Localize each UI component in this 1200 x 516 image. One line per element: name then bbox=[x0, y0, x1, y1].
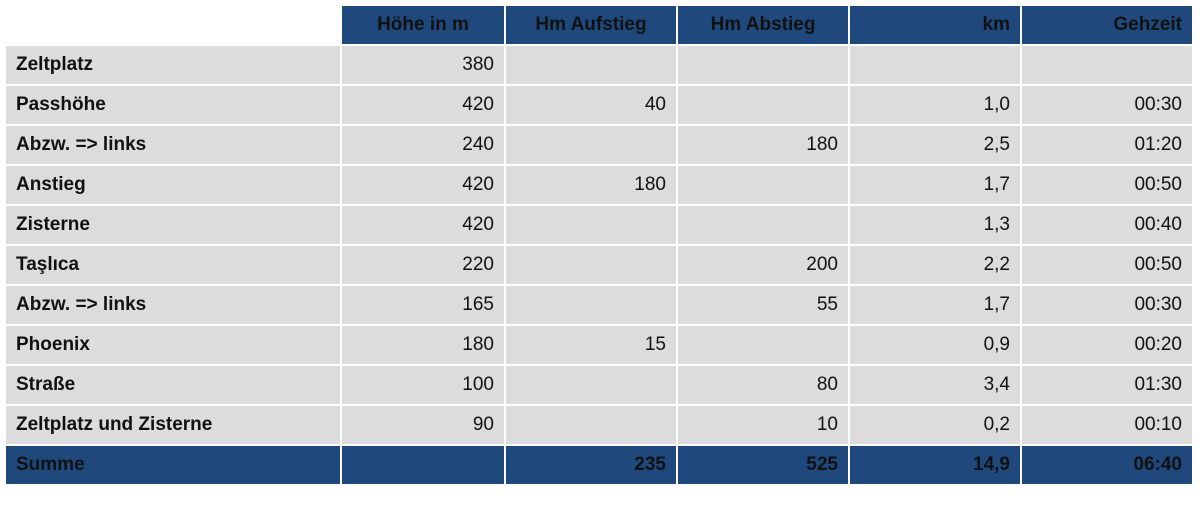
waypoint-name: Abzw. => links bbox=[6, 286, 340, 324]
km-cell: 0,9 bbox=[850, 326, 1020, 364]
header-km: km bbox=[850, 6, 1020, 44]
abstieg-cell: 55 bbox=[678, 286, 848, 324]
gehzeit-cell: 00:20 bbox=[1022, 326, 1192, 364]
abstieg-cell bbox=[678, 166, 848, 204]
sum-label: Summe bbox=[6, 446, 340, 484]
header-aufstieg: Hm Aufstieg bbox=[506, 6, 676, 44]
table-row: Abzw. => links 240 180 2,5 01:20 bbox=[6, 126, 1192, 164]
aufstieg-cell bbox=[506, 46, 676, 84]
abstieg-cell: 10 bbox=[678, 406, 848, 444]
aufstieg-cell: 15 bbox=[506, 326, 676, 364]
gehzeit-cell: 00:30 bbox=[1022, 286, 1192, 324]
abstieg-cell: 200 bbox=[678, 246, 848, 284]
aufstieg-cell bbox=[506, 246, 676, 284]
header-blank-cell bbox=[6, 6, 340, 44]
hoehe-cell: 220 bbox=[342, 246, 504, 284]
aufstieg-cell bbox=[506, 206, 676, 244]
aufstieg-cell: 180 bbox=[506, 166, 676, 204]
abstieg-cell bbox=[678, 326, 848, 364]
gehzeit-cell: 01:20 bbox=[1022, 126, 1192, 164]
hoehe-cell: 180 bbox=[342, 326, 504, 364]
hoehe-cell: 90 bbox=[342, 406, 504, 444]
aufstieg-cell bbox=[506, 366, 676, 404]
table-row: Phoenix 180 15 0,9 00:20 bbox=[6, 326, 1192, 364]
abstieg-cell bbox=[678, 86, 848, 124]
waypoint-name: Zisterne bbox=[6, 206, 340, 244]
gehzeit-cell: 00:50 bbox=[1022, 166, 1192, 204]
header-row: Höhe in m Hm Aufstieg Hm Abstieg km Gehz… bbox=[6, 6, 1192, 44]
waypoint-name: Anstieg bbox=[6, 166, 340, 204]
table-row: Abzw. => links 165 55 1,7 00:30 bbox=[6, 286, 1192, 324]
waypoint-name: Zeltplatz bbox=[6, 46, 340, 84]
km-cell: 2,5 bbox=[850, 126, 1020, 164]
header-hoehe: Höhe in m bbox=[342, 6, 504, 44]
hoehe-cell: 420 bbox=[342, 206, 504, 244]
aufstieg-cell bbox=[506, 406, 676, 444]
table-row: Passhöhe 420 40 1,0 00:30 bbox=[6, 86, 1192, 124]
km-cell: 3,4 bbox=[850, 366, 1020, 404]
km-cell: 1,3 bbox=[850, 206, 1020, 244]
sum-aufstieg: 235 bbox=[506, 446, 676, 484]
table-row: Taşlıca 220 200 2,2 00:50 bbox=[6, 246, 1192, 284]
waypoint-name: Phoenix bbox=[6, 326, 340, 364]
waypoint-name: Zeltplatz und Zisterne bbox=[6, 406, 340, 444]
hoehe-cell: 100 bbox=[342, 366, 504, 404]
gehzeit-cell: 01:30 bbox=[1022, 366, 1192, 404]
gehzeit-cell bbox=[1022, 46, 1192, 84]
hoehe-cell: 420 bbox=[342, 166, 504, 204]
abstieg-cell bbox=[678, 206, 848, 244]
km-cell: 1,7 bbox=[850, 286, 1020, 324]
table-row: Zisterne 420 1,3 00:40 bbox=[6, 206, 1192, 244]
abstieg-cell: 80 bbox=[678, 366, 848, 404]
gehzeit-cell: 00:10 bbox=[1022, 406, 1192, 444]
abstieg-cell: 180 bbox=[678, 126, 848, 164]
sum-gehzeit: 06:40 bbox=[1022, 446, 1192, 484]
gehzeit-cell: 00:50 bbox=[1022, 246, 1192, 284]
header-abstieg: Hm Abstieg bbox=[678, 6, 848, 44]
waypoint-name: Taşlıca bbox=[6, 246, 340, 284]
km-cell: 2,2 bbox=[850, 246, 1020, 284]
waypoint-name: Straße bbox=[6, 366, 340, 404]
hoehe-cell: 240 bbox=[342, 126, 504, 164]
aufstieg-cell bbox=[506, 286, 676, 324]
hoehe-cell: 165 bbox=[342, 286, 504, 324]
table-row: Zeltplatz 380 bbox=[6, 46, 1192, 84]
table-row: Anstieg 420 180 1,7 00:50 bbox=[6, 166, 1192, 204]
hoehe-cell: 420 bbox=[342, 86, 504, 124]
route-table: Höhe in m Hm Aufstieg Hm Abstieg km Gehz… bbox=[4, 4, 1194, 486]
header-gehzeit: Gehzeit bbox=[1022, 6, 1192, 44]
gehzeit-cell: 00:40 bbox=[1022, 206, 1192, 244]
sum-km: 14,9 bbox=[850, 446, 1020, 484]
waypoint-name: Passhöhe bbox=[6, 86, 340, 124]
waypoint-name: Abzw. => links bbox=[6, 126, 340, 164]
table-body: Zeltplatz 380 Passhöhe 420 40 1,0 00:30 Abzw. =… bbox=[6, 46, 1192, 444]
sum-hoehe bbox=[342, 446, 504, 484]
aufstieg-cell: 40 bbox=[506, 86, 676, 124]
km-cell: 0,2 bbox=[850, 406, 1020, 444]
aufstieg-cell bbox=[506, 126, 676, 164]
abstieg-cell bbox=[678, 46, 848, 84]
sum-row: Summe 235 525 14,9 06:40 bbox=[6, 446, 1192, 484]
table-row: Straße 100 80 3,4 01:30 bbox=[6, 366, 1192, 404]
gehzeit-cell: 00:30 bbox=[1022, 86, 1192, 124]
km-cell: 1,0 bbox=[850, 86, 1020, 124]
table-row: Zeltplatz und Zisterne 90 10 0,2 00:10 bbox=[6, 406, 1192, 444]
hoehe-cell: 380 bbox=[342, 46, 504, 84]
km-cell: 1,7 bbox=[850, 166, 1020, 204]
sum-abstieg: 525 bbox=[678, 446, 848, 484]
km-cell bbox=[850, 46, 1020, 84]
